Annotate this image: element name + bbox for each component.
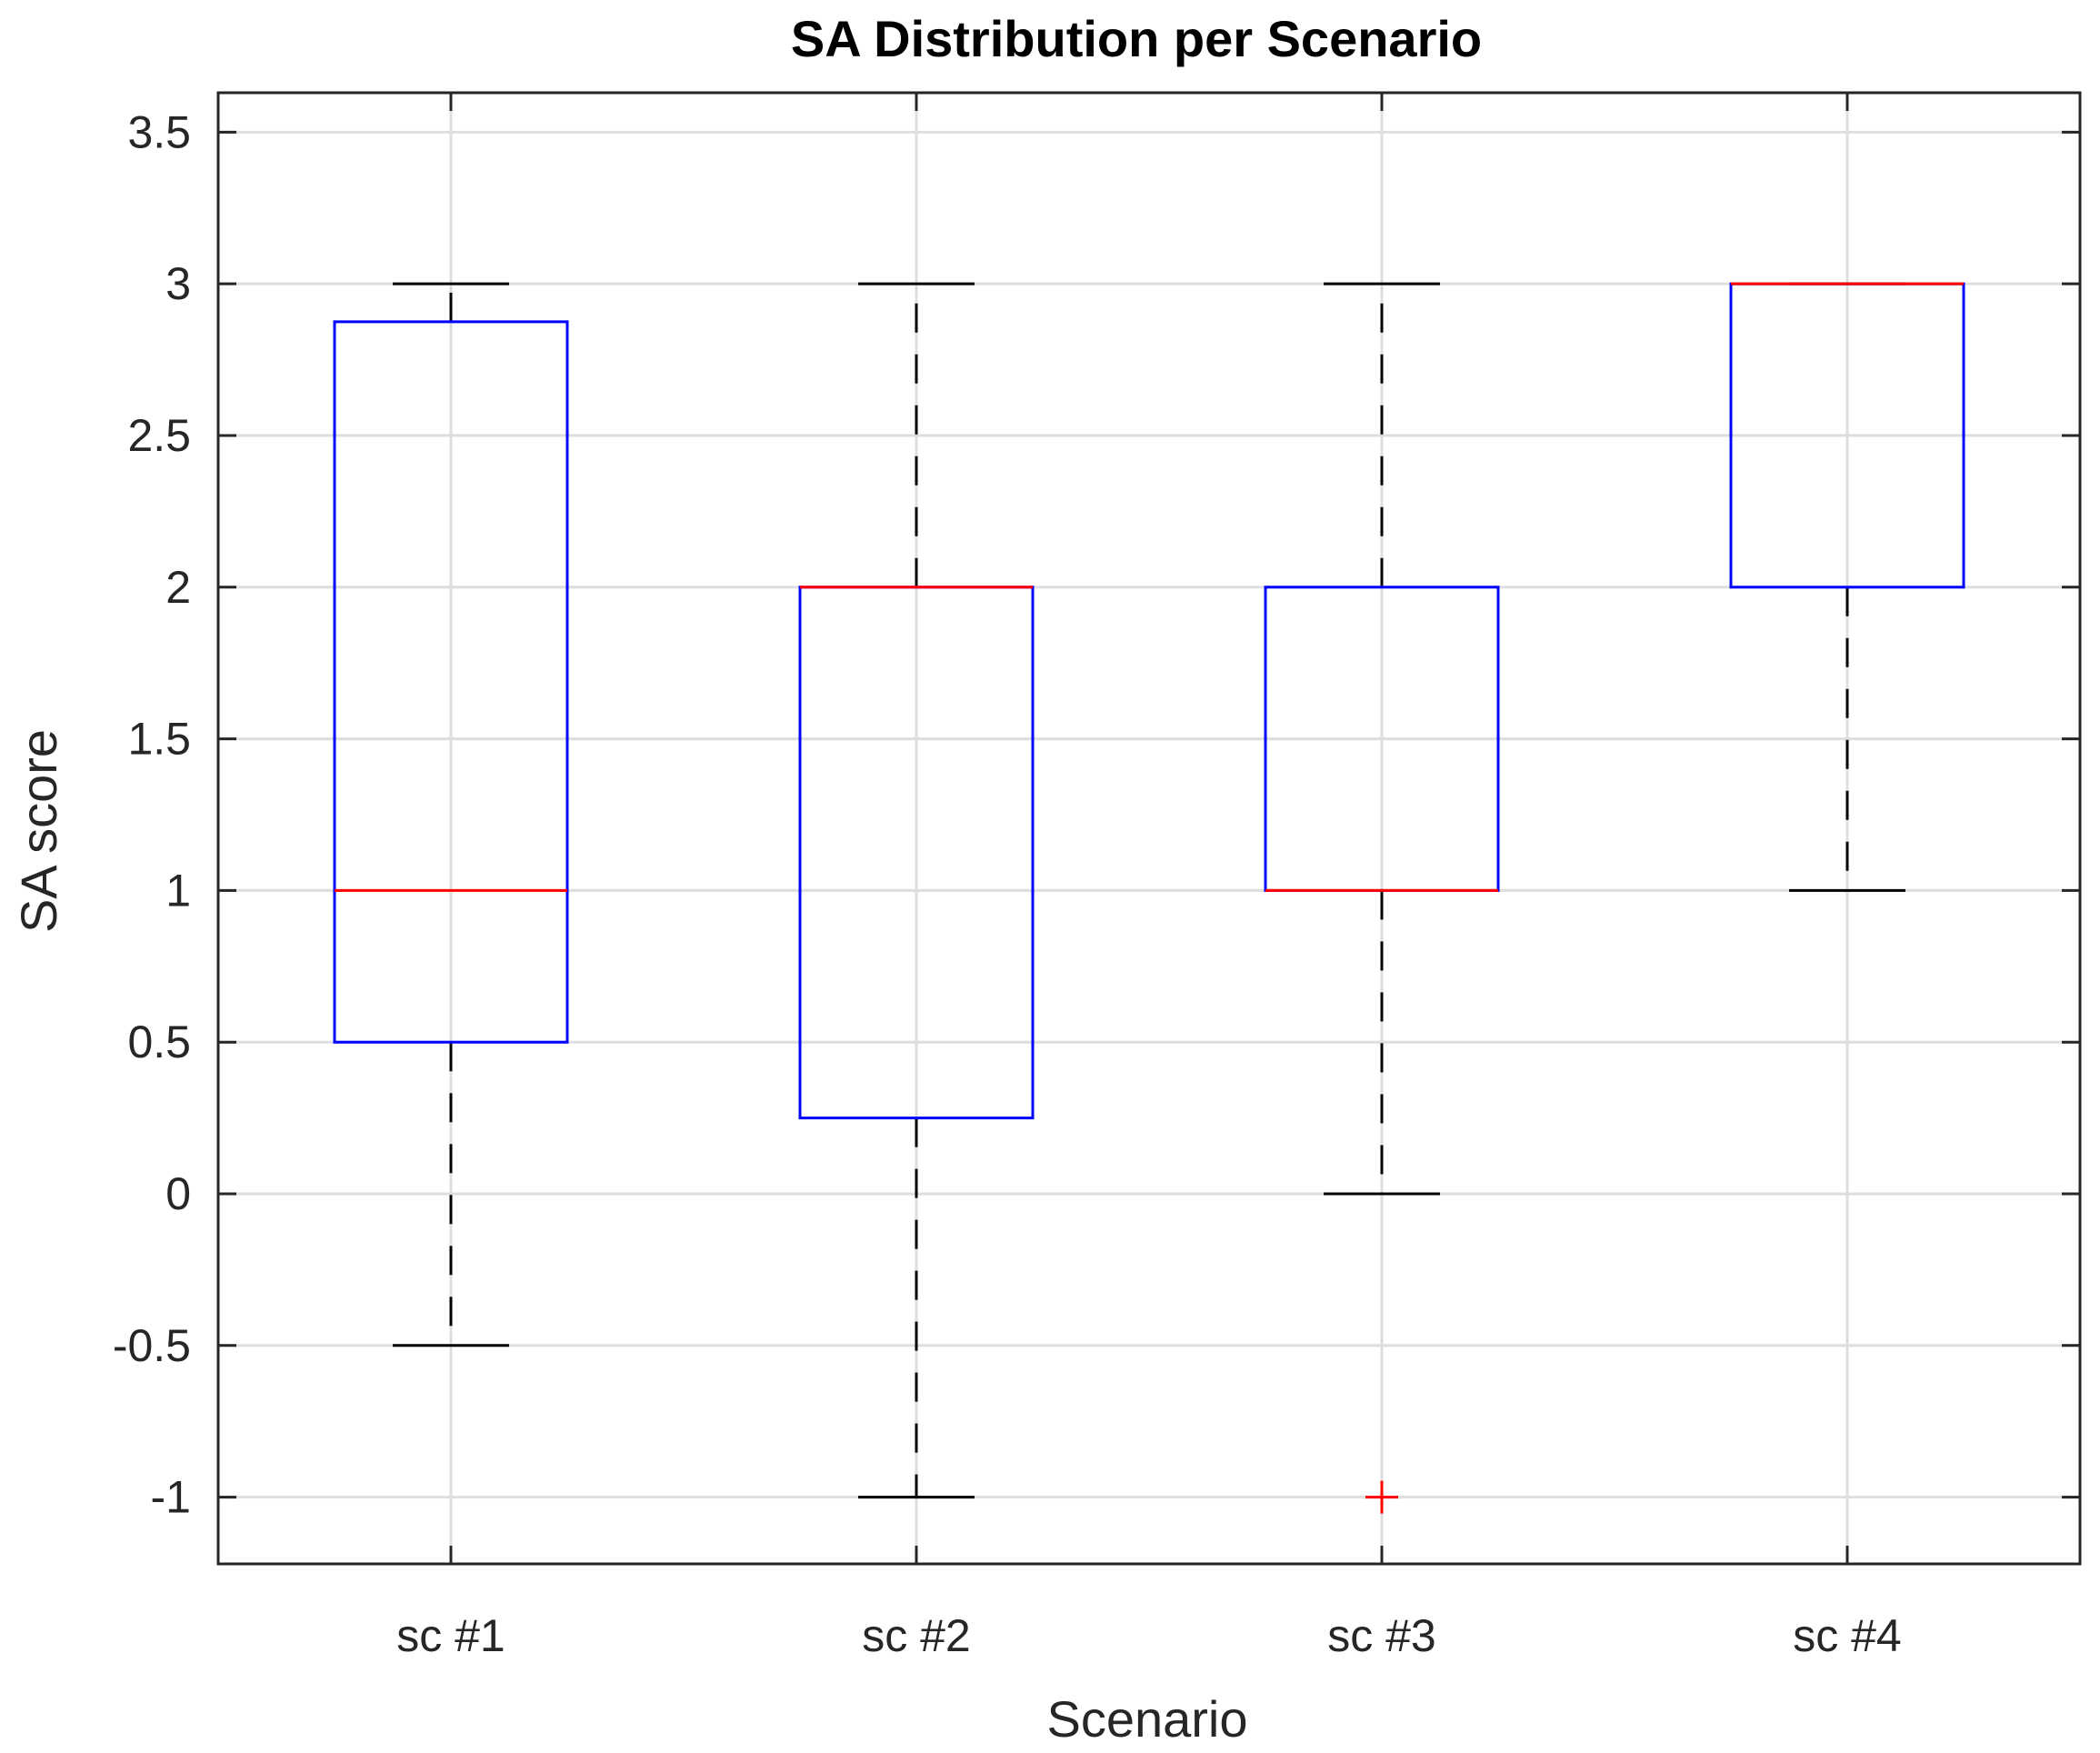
chart-title: SA Distribution per Scenario — [791, 10, 1482, 67]
grid-lines — [218, 93, 2080, 1564]
outlier-marker — [1365, 1480, 1398, 1514]
y-tick-labels: -1 -0.5 0 0.5 1 1.5 2 2.5 3 3.5 — [113, 106, 191, 1522]
y-tick-label: 1 — [165, 865, 191, 916]
x-tick-labels: sc #1 sc #2 sc #3 sc #4 — [396, 1610, 1902, 1661]
box-2 — [798, 282, 1035, 1499]
y-tick-label: 3.5 — [127, 106, 191, 157]
y-tick-label: 3 — [165, 258, 191, 309]
y-tick-label: 2.5 — [127, 410, 191, 461]
box-1 — [333, 282, 569, 1347]
x-tick-label: sc #3 — [1327, 1610, 1436, 1661]
y-tick-label: 0 — [165, 1168, 191, 1219]
boxes — [333, 282, 1965, 1514]
y-tick-label: 2 — [165, 562, 191, 613]
x-tick-label: sc #1 — [396, 1610, 505, 1661]
plot-area-frame — [216, 91, 2082, 1566]
iqr-box — [333, 320, 569, 1044]
y-tick-label: 0.5 — [127, 1017, 191, 1067]
x-tick-label: sc #4 — [1793, 1610, 1902, 1661]
y-tick-label: 1.5 — [127, 714, 191, 765]
x-tick-label: sc #2 — [862, 1610, 971, 1661]
box-3 — [1264, 282, 1500, 1514]
y-axis-label: SA score — [10, 729, 67, 933]
y-tick-label: -1 — [151, 1472, 191, 1523]
y-tick-label: -0.5 — [113, 1320, 191, 1371]
x-axis-label: Scenario — [1046, 1690, 1247, 1748]
box-4 — [1729, 282, 1965, 892]
axis-ticks — [218, 93, 2080, 1564]
